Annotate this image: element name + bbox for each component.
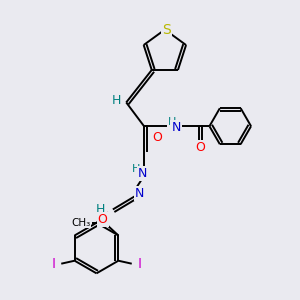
Text: I: I xyxy=(52,257,56,271)
Text: I: I xyxy=(137,257,141,271)
Text: O: O xyxy=(98,213,108,226)
Text: CH₃: CH₃ xyxy=(71,218,90,228)
Text: H: H xyxy=(95,203,105,216)
Text: H: H xyxy=(131,164,140,174)
Text: N: N xyxy=(135,187,144,200)
Text: S: S xyxy=(162,22,171,37)
Text: N: N xyxy=(138,167,147,180)
Text: N: N xyxy=(172,121,181,134)
Text: O: O xyxy=(152,131,162,144)
Text: H: H xyxy=(112,94,122,107)
Text: H: H xyxy=(168,117,176,127)
Text: O: O xyxy=(196,140,206,154)
